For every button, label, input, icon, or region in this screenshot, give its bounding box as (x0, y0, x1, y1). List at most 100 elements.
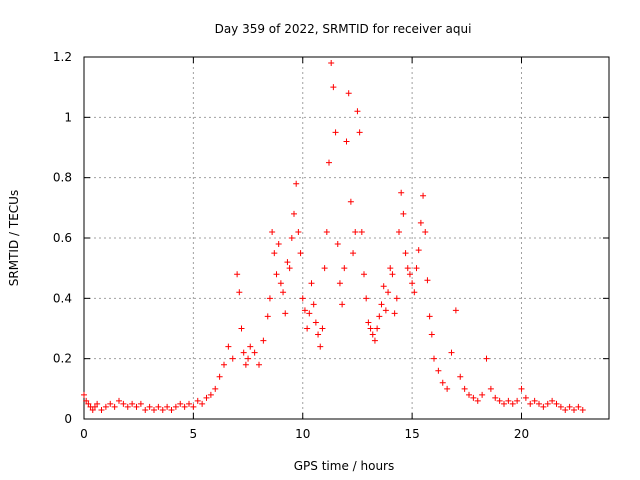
data-point (562, 406, 569, 413)
data-point (275, 241, 282, 248)
data-point (358, 228, 365, 235)
data-point (120, 400, 127, 407)
axis-ticks: 0 5 10 15 20 0 0.2 0.4 0.6 0.8 1 1.2 (53, 50, 609, 441)
y-tick-label: 0.6 (53, 231, 72, 245)
data-point (341, 265, 348, 272)
data-point (496, 397, 503, 404)
data-point (312, 319, 319, 326)
y-tick-label: 0.2 (53, 352, 72, 366)
data-point (264, 313, 271, 320)
data-point (194, 397, 201, 404)
data-point (295, 228, 302, 235)
data-point (164, 403, 171, 410)
data-point (474, 397, 481, 404)
data-point (81, 391, 87, 398)
data-point (531, 397, 538, 404)
data-point (527, 400, 534, 407)
data-point (347, 198, 354, 205)
data-point (273, 271, 280, 278)
data-point (566, 403, 573, 410)
data-point (336, 280, 343, 287)
data-point (411, 289, 418, 296)
data-point (168, 406, 175, 413)
x-tick-label: 10 (295, 427, 310, 441)
data-point (308, 280, 315, 287)
data-point (369, 331, 376, 338)
data-point (356, 129, 363, 136)
data-point (269, 228, 276, 235)
data-point (544, 400, 551, 407)
data-point (549, 397, 556, 404)
data-point (306, 310, 313, 317)
data-point (212, 385, 219, 392)
data-point (240, 349, 247, 356)
y-tick-label: 1.2 (53, 50, 72, 64)
data-point (389, 271, 396, 278)
data-point (378, 301, 385, 308)
data-point (470, 394, 477, 401)
data-point (417, 219, 424, 226)
data-point (391, 310, 398, 317)
data-point (317, 343, 324, 350)
data-point (406, 271, 413, 278)
data-point (107, 400, 114, 407)
data-point (466, 391, 472, 398)
data-point (91, 403, 98, 410)
data-point (387, 265, 394, 272)
data-point (382, 307, 389, 314)
data-point (301, 307, 308, 314)
data-point (146, 403, 153, 410)
y-tick-label: 1 (64, 110, 72, 124)
data-point (361, 271, 367, 278)
data-point (186, 400, 192, 407)
x-tick-label: 0 (80, 427, 88, 441)
data-point (461, 385, 468, 392)
data-point (221, 361, 227, 368)
data-point (315, 331, 322, 338)
gridlines (84, 57, 609, 419)
data-point (536, 400, 542, 407)
data-point (251, 349, 258, 356)
data-point (483, 355, 490, 362)
data-point (448, 349, 455, 356)
data-point (319, 325, 326, 332)
data-point (203, 394, 210, 401)
data-point (345, 90, 352, 97)
data-point (457, 373, 464, 380)
data-point (291, 210, 297, 217)
data-point (352, 228, 359, 235)
data-point (332, 129, 339, 136)
data-point (293, 180, 300, 187)
data-point (444, 385, 451, 392)
data-point (328, 60, 335, 67)
data-point (501, 400, 507, 407)
data-point (111, 403, 118, 410)
data-point (297, 250, 304, 257)
data-point (339, 301, 346, 308)
data-point (229, 355, 236, 362)
data-point (310, 301, 317, 308)
data-point (376, 313, 383, 320)
data-point (102, 403, 109, 410)
data-point (428, 331, 435, 338)
data-point (363, 295, 370, 302)
data-point (367, 325, 374, 332)
data-point (396, 228, 402, 235)
data-point (557, 403, 564, 410)
data-point (409, 280, 416, 287)
data-point (271, 250, 278, 257)
data-point (234, 271, 241, 278)
data-point (354, 108, 361, 115)
data-point (236, 289, 243, 296)
data-point (518, 385, 525, 392)
data-point (540, 403, 547, 410)
data-point (256, 361, 262, 368)
data-point (247, 343, 254, 350)
data-point (492, 394, 499, 401)
x-tick-label: 20 (514, 427, 529, 441)
data-point (435, 367, 442, 374)
data-point (284, 259, 291, 266)
data-point (380, 283, 387, 290)
data-point (151, 406, 157, 413)
data-point (343, 138, 350, 145)
